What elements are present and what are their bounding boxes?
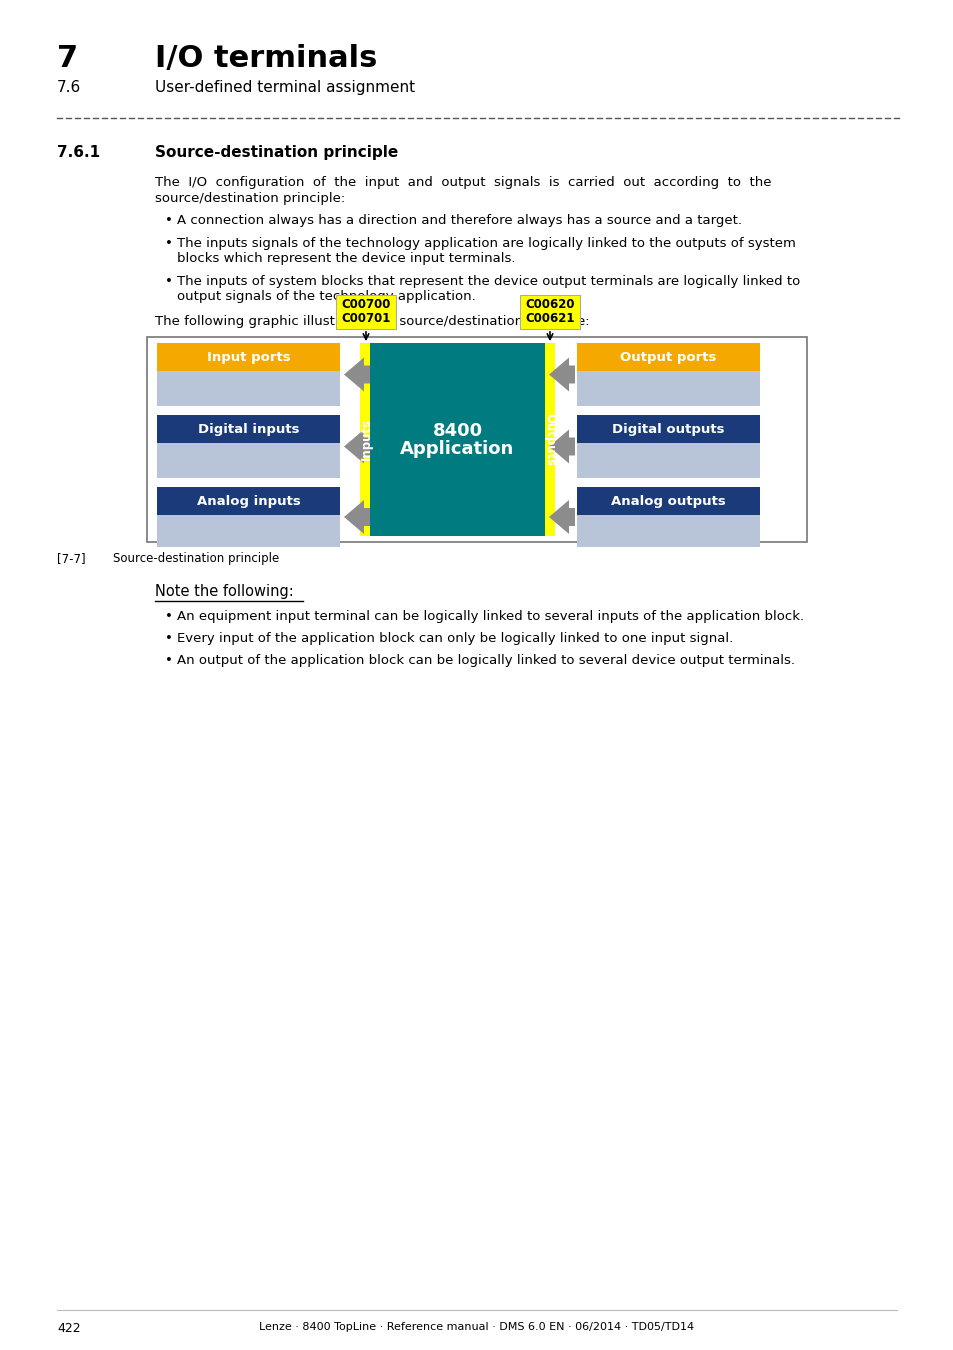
Polygon shape	[344, 500, 370, 535]
Bar	[157, 371, 339, 406]
Text: 422: 422	[57, 1322, 81, 1335]
Text: Digital outputs: Digital outputs	[612, 423, 724, 436]
Text: C00700: C00700	[341, 298, 391, 312]
Bar	[577, 514, 760, 547]
Bar	[359, 343, 370, 536]
Bar	[157, 443, 339, 478]
Bar	[544, 343, 555, 536]
Text: [7-7]: [7-7]	[57, 552, 86, 566]
Bar	[577, 443, 760, 478]
Text: I/O terminals: I/O terminals	[154, 45, 377, 73]
Bar	[157, 414, 339, 443]
Polygon shape	[548, 429, 575, 463]
Text: •: •	[165, 653, 172, 667]
Bar	[577, 414, 760, 443]
Text: •: •	[165, 610, 172, 622]
Text: The inputs signals of the technology application are logically linked to the out: The inputs signals of the technology app…	[177, 238, 795, 250]
Bar	[157, 514, 339, 547]
Text: User-defined terminal assignment: User-defined terminal assignment	[154, 80, 415, 94]
Text: •: •	[165, 275, 172, 288]
Text: Lenze · 8400 TopLine · Reference manual · DMS 6.0 EN · 06/2014 · TD05/TD14: Lenze · 8400 TopLine · Reference manual …	[259, 1322, 694, 1332]
Text: blocks which represent the device input terminals.: blocks which represent the device input …	[177, 252, 515, 265]
Bar	[157, 343, 339, 371]
Text: source/destination principle:: source/destination principle:	[154, 192, 345, 205]
Text: Source-destination principle: Source-destination principle	[112, 552, 279, 566]
Text: The  I/O  configuration  of  the  input  and  output  signals  is  carried  out : The I/O configuration of the input and o…	[154, 176, 771, 189]
Text: The inputs of system blocks that represent the device output terminals are logic: The inputs of system blocks that represe…	[177, 275, 800, 288]
Text: C00621: C00621	[525, 312, 574, 325]
Text: Analog inputs: Analog inputs	[196, 494, 300, 508]
Text: Analog outputs: Analog outputs	[611, 494, 725, 508]
Polygon shape	[548, 358, 575, 391]
Text: Input ports: Input ports	[207, 351, 290, 363]
Text: 7.6.1: 7.6.1	[57, 144, 100, 161]
Text: •: •	[165, 238, 172, 250]
Bar	[577, 343, 760, 371]
Text: Application: Application	[400, 440, 514, 458]
Text: Digital inputs: Digital inputs	[197, 423, 299, 436]
Text: A connection always has a direction and therefore always has a source and a targ: A connection always has a direction and …	[177, 215, 741, 227]
Polygon shape	[344, 358, 370, 391]
Text: C00620: C00620	[525, 298, 574, 312]
Text: Note the following:: Note the following:	[154, 585, 294, 599]
Bar	[157, 487, 339, 514]
Text: Inputs: Inputs	[359, 418, 372, 460]
Text: 7.6: 7.6	[57, 80, 81, 94]
Text: Outputs: Outputs	[543, 413, 556, 466]
Text: Output ports: Output ports	[619, 351, 716, 363]
Text: Every input of the application block can only be logically linked to one input s: Every input of the application block can…	[177, 632, 733, 645]
Polygon shape	[548, 500, 575, 535]
Text: output signals of the technology application.: output signals of the technology applica…	[177, 290, 476, 302]
Text: C00701: C00701	[341, 312, 391, 325]
Bar	[577, 371, 760, 406]
Text: •: •	[165, 632, 172, 645]
Text: The following graphic illustrates the source/destination principle:: The following graphic illustrates the so…	[154, 315, 589, 328]
Bar	[335, 296, 395, 329]
Bar	[147, 338, 806, 541]
Text: 8400: 8400	[432, 421, 482, 440]
Text: Source-destination principle: Source-destination principle	[154, 144, 397, 161]
Bar	[359, 343, 555, 536]
Bar	[519, 296, 579, 329]
Text: An output of the application block can be logically linked to several device out: An output of the application block can b…	[177, 653, 794, 667]
Bar	[577, 487, 760, 514]
Polygon shape	[344, 429, 370, 463]
Text: •: •	[165, 215, 172, 227]
Text: An equipment input terminal can be logically linked to several inputs of the app: An equipment input terminal can be logic…	[177, 610, 803, 622]
Text: 7: 7	[57, 45, 78, 73]
